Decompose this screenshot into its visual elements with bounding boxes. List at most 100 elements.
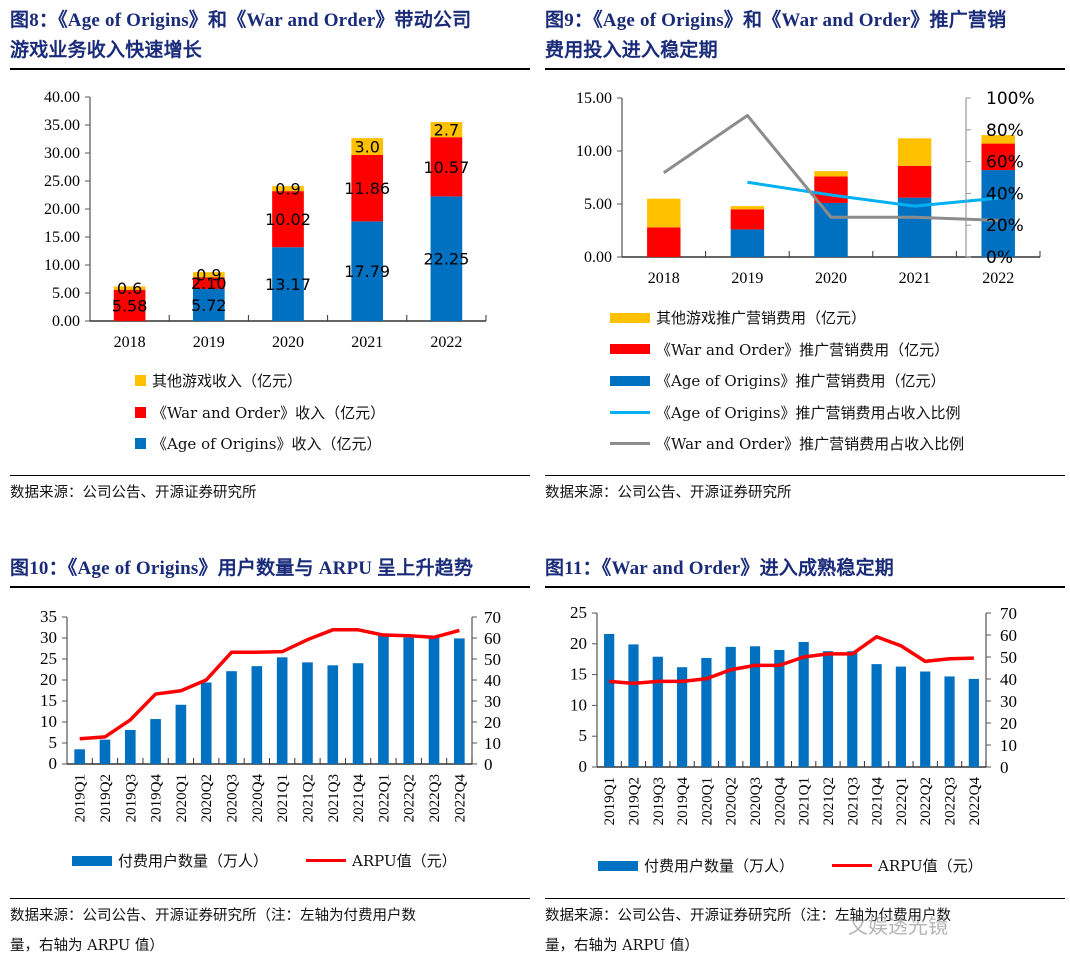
bar-2021Q1-s0 bbox=[798, 641, 809, 767]
legend-swatch bbox=[610, 442, 650, 446]
fig10-source: 数据来源：公司公告、开源证券研究所（注：左轴为付费用户数 量，右轴为 ARPU … bbox=[10, 898, 530, 961]
legend-label: 付费用户数量（万人） bbox=[644, 857, 795, 876]
y-tick-label: 15 bbox=[40, 691, 57, 710]
bar-2020Q2-s0 bbox=[725, 646, 736, 767]
y-tick-label: 0 bbox=[579, 757, 588, 776]
y2-tick-label: 60 bbox=[1000, 626, 1017, 645]
x-tick-label: 2022Q4 bbox=[452, 774, 468, 823]
bar-2022Q3-s0 bbox=[428, 636, 440, 764]
y2-tick-label: 40% bbox=[986, 184, 1024, 204]
fig11-source-line1: 数据来源：公司公告、开源证券研究所（注：左轴为付费用户数 bbox=[545, 908, 951, 924]
y-tick-label: 10 bbox=[40, 712, 57, 731]
fig8-legend-item-other: 其他游戏收入（亿元） bbox=[135, 365, 385, 397]
bar-2018-s1 bbox=[113, 289, 146, 321]
bar-2021Q3-s0 bbox=[847, 651, 858, 767]
line-series-0 bbox=[747, 180, 999, 208]
bar-2019Q4-s0 bbox=[150, 719, 161, 764]
bar-2021Q4-s0 bbox=[352, 663, 364, 764]
x-tick-label: 2022Q3 bbox=[943, 777, 959, 825]
x-tick-label: 2022Q2 bbox=[402, 774, 418, 822]
y2-tick-label: 70 bbox=[1000, 604, 1017, 623]
bar-2020Q3-s0 bbox=[749, 646, 761, 767]
fig10-title: 图10：《Age of Origins》用户数量与 ARPU 呈上升趋势 bbox=[10, 554, 530, 588]
y2-tick-label: 0 bbox=[1000, 758, 1009, 777]
legend-swatch bbox=[610, 410, 650, 414]
line-series-1 bbox=[662, 113, 999, 222]
y2-tick-label: 40 bbox=[1000, 670, 1017, 689]
data-label: 0.9 bbox=[196, 266, 221, 285]
x-tick-label: 2022Q4 bbox=[967, 777, 983, 826]
y-tick-label: 10.00 bbox=[44, 257, 80, 274]
x-tick-label: 2020Q4 bbox=[250, 774, 266, 823]
bar-2020Q4-s0 bbox=[774, 649, 785, 767]
bar-2019Q2-s0 bbox=[628, 644, 639, 767]
bar-2020-s1 bbox=[814, 176, 848, 203]
y-tick-label: 10.00 bbox=[576, 143, 612, 160]
fig11-legend: 付费用户数量（万人） ARPU值（元） bbox=[598, 850, 983, 882]
bar-2022Q2-s0 bbox=[920, 671, 931, 767]
bar-2019Q1-s0 bbox=[604, 633, 615, 767]
bar-2021-s2 bbox=[351, 138, 384, 155]
y2-tick-label: 0% bbox=[986, 248, 1013, 268]
x-tick-label: 2019Q3 bbox=[651, 777, 667, 825]
fig9-chart: 0.00 5.00 10.00 15.00 2018 2019 2020 2021 2022 0%… bbox=[576, 89, 1041, 287]
bar-2019Q3-s0 bbox=[124, 729, 136, 764]
data-label: 2.7 bbox=[434, 121, 459, 140]
data-label: 5.72 bbox=[191, 296, 227, 315]
fig9-legend-item-aoo-ratio: 《Age of Origins》推广营销费用占收入比例 bbox=[610, 397, 964, 429]
watermark: 文娱透光镜 bbox=[848, 914, 948, 938]
bar-2022-s0 bbox=[981, 170, 1015, 257]
x-tick-label: 2018 bbox=[648, 270, 680, 287]
x-tick-label: 2019Q1 bbox=[602, 777, 618, 825]
fig11-source-line2: 量，右轴为 ARPU 值） bbox=[545, 938, 699, 954]
x-tick-label: 2022 bbox=[982, 270, 1014, 287]
legend-label: 《War and Order》收入（亿元） bbox=[152, 403, 386, 422]
bar-2019-s0 bbox=[730, 229, 765, 257]
y-tick-label: 5 bbox=[49, 733, 58, 752]
bar-2019-s2 bbox=[192, 272, 225, 278]
fig11-panel: 图11：《War and Order》进入成熟稳定期 bbox=[545, 554, 1065, 588]
y-tick-label: 20 bbox=[570, 634, 587, 653]
fig8-title: 图8：《Age of Origins》和《War and Order》带动公司 … bbox=[10, 6, 530, 70]
y2-tick-label: 70 bbox=[484, 608, 501, 627]
fig11-legend-item-arpu: ARPU值（元） bbox=[832, 850, 983, 882]
bar-2021-s0 bbox=[351, 221, 384, 321]
legend-label: 《Age of Origins》推广营销费用占收入比例 bbox=[656, 403, 961, 422]
y-tick-label: 15.00 bbox=[44, 229, 80, 246]
x-tick-label: 2019Q1 bbox=[73, 774, 89, 822]
bar-2022-s2 bbox=[430, 122, 463, 138]
bar-2020-s2 bbox=[272, 186, 304, 192]
bar-2019-s0 bbox=[192, 288, 225, 321]
y2-tick-label: 30 bbox=[484, 692, 501, 711]
x-tick-label: 2019 bbox=[731, 270, 763, 287]
fig9-legend-item-other: 其他游戏推广营销费用（亿元） bbox=[610, 302, 964, 334]
y-tick-label: 5.00 bbox=[52, 285, 80, 302]
x-tick-label: 2019Q4 bbox=[675, 777, 691, 826]
bar-2022Q1-s0 bbox=[895, 666, 907, 767]
x-tick-label: 2021 bbox=[351, 334, 383, 351]
fig9-legend: 其他游戏推广营销费用（亿元） 《War and Order》推广营销费用（亿元）… bbox=[610, 302, 964, 460]
x-tick-label: 2022Q2 bbox=[918, 777, 934, 825]
x-tick-label: 2021Q1 bbox=[275, 774, 291, 822]
y2-tick-label: 0 bbox=[484, 755, 493, 774]
legend-swatch bbox=[72, 855, 112, 866]
fig8-legend-item-war-and-order: 《War and Order》收入（亿元） bbox=[135, 397, 385, 429]
y-tick-label: 15.00 bbox=[576, 90, 612, 107]
fig9-legend-item-age-of-origins: 《Age of Origins》推广营销费用（亿元） bbox=[610, 365, 964, 397]
fig9-title-line1: 图9：《Age of Origins》和《War and Order》推广营销 bbox=[545, 10, 1007, 31]
bar-2018-s2 bbox=[113, 286, 146, 290]
fig9-source: 数据来源：公司公告、开源证券研究所 bbox=[545, 475, 1065, 508]
y-tick-label: 30 bbox=[40, 628, 57, 647]
bar-2020-s2 bbox=[814, 171, 848, 177]
bar-2022Q4-s0 bbox=[454, 638, 465, 764]
x-tick-label: 2019Q2 bbox=[626, 777, 642, 825]
bar-2022Q2-s0 bbox=[403, 637, 415, 764]
fig8-panel: 图8：《Age of Origins》和《War and Order》带动公司 … bbox=[10, 6, 530, 70]
bar-2019-s1 bbox=[730, 209, 765, 230]
bar-2020-s0 bbox=[272, 247, 304, 321]
fig10-panel: 图10：《Age of Origins》用户数量与 ARPU 呈上升趋势 bbox=[10, 554, 530, 588]
y-tick-label: 30.00 bbox=[44, 145, 80, 162]
fig10-source-line2: 量，右轴为 ARPU 值） bbox=[10, 938, 164, 954]
y-tick-label: 10 bbox=[570, 695, 587, 714]
x-tick-label: 2019 bbox=[193, 334, 225, 351]
